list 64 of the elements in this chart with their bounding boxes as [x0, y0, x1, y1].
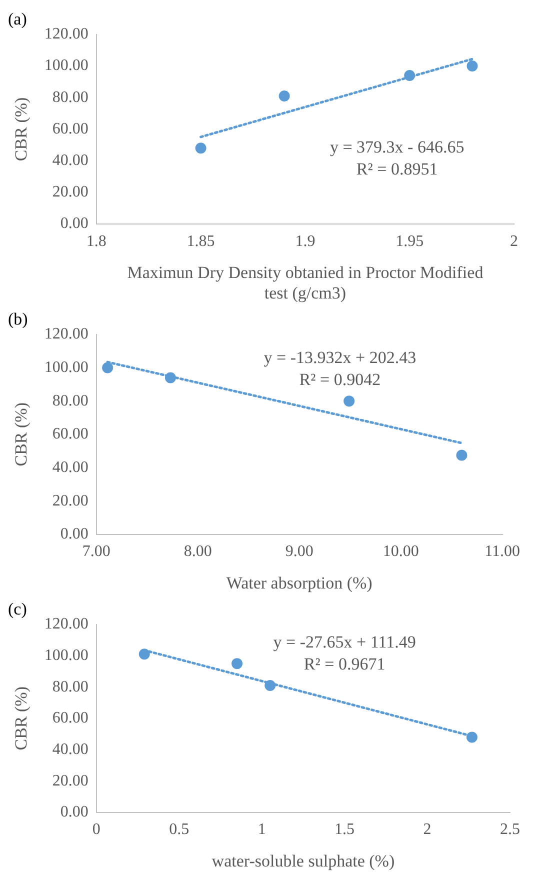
annotation: y = -27.65x + 111.49 [273, 632, 416, 652]
chart-title: (c) [8, 600, 27, 619]
y-tick-label: 100.00 [44, 358, 88, 376]
annotation: R² = 0.9671 [304, 654, 386, 674]
y-tick-label: 120.00 [44, 326, 88, 343]
chart-title: (a) [8, 10, 27, 29]
point [164, 372, 176, 384]
x-tick-label: 2 [510, 232, 518, 250]
y-tick-label: 100.00 [44, 646, 88, 664]
y-tick-label: 80.00 [52, 392, 88, 410]
y-tick-label: 40.00 [52, 740, 88, 758]
y-tick-label: 0.00 [60, 215, 88, 232]
point [278, 90, 290, 102]
annotation: y = -13.932x + 202.43 [264, 348, 416, 367]
y-tick-label: 60.00 [52, 426, 88, 443]
chart-title: (b) [8, 310, 28, 329]
x-tick-label: 0.5 [169, 821, 190, 838]
x-tick-label: 1.8 [86, 232, 106, 250]
annotation: R² = 0.9042 [299, 370, 381, 389]
point [466, 60, 478, 72]
x-tick-label: 2 [423, 821, 432, 838]
y-tick-label: 40.00 [52, 152, 88, 170]
x-tick-label: 1.95 [396, 232, 424, 250]
point [102, 362, 114, 374]
y-tick-label: 20.00 [52, 772, 88, 790]
y-axis-title: CBR (%) [12, 402, 31, 466]
y-tick-label: 80.00 [52, 678, 88, 696]
y-tick-label: 0.00 [60, 804, 88, 821]
x-tick-label: 2.5 [500, 821, 520, 838]
point [138, 648, 150, 660]
x-tick-label: 1.85 [186, 232, 215, 250]
y-axis-title: CBR (%) [12, 686, 31, 750]
x-tick-label: 10.00 [382, 543, 419, 560]
x-tick-label: 0 [92, 821, 100, 838]
x-tick-label: 9.00 [285, 543, 314, 560]
y-tick-label: 40.00 [52, 458, 88, 476]
x-axis-title: Water absorption (%) [226, 573, 372, 592]
y-tick-label: 60.00 [52, 120, 88, 138]
annotation: y = 379.3x - 646.65 [330, 138, 464, 157]
point [456, 450, 468, 461]
x-tick-label: 11.00 [484, 543, 520, 560]
point [404, 70, 416, 81]
x-tick-label: 8.00 [184, 543, 212, 560]
y-tick-label: 60.00 [52, 710, 88, 727]
annotation: R² = 0.8951 [356, 160, 438, 179]
y-tick-label: 80.00 [52, 88, 88, 106]
point [232, 658, 243, 670]
y-tick-label: 100.00 [44, 57, 88, 74]
x-tick-label: 1.9 [295, 232, 316, 250]
y-tick-label: 0.00 [60, 526, 88, 543]
y-tick-label: 20.00 [52, 492, 88, 510]
x-tick-label: 7.00 [82, 543, 110, 560]
x-tick-label: 1.5 [334, 821, 355, 838]
y-tick-label: 120.00 [44, 26, 88, 43]
y-tick-label: 20.00 [52, 184, 88, 201]
x-axis-title: Maximun Dry Density obtanied in Proctor Modified test (g/cm3) [127, 262, 484, 302]
x-tick-label: 1 [258, 821, 266, 838]
y-tick-label: 120.00 [44, 616, 88, 633]
point [466, 732, 478, 743]
y-axis-title: CBR (%) [12, 97, 31, 162]
point [344, 396, 355, 407]
point [264, 680, 276, 691]
point [195, 142, 206, 154]
x-axis-title: water-soluble sulphate (%) [212, 851, 395, 870]
